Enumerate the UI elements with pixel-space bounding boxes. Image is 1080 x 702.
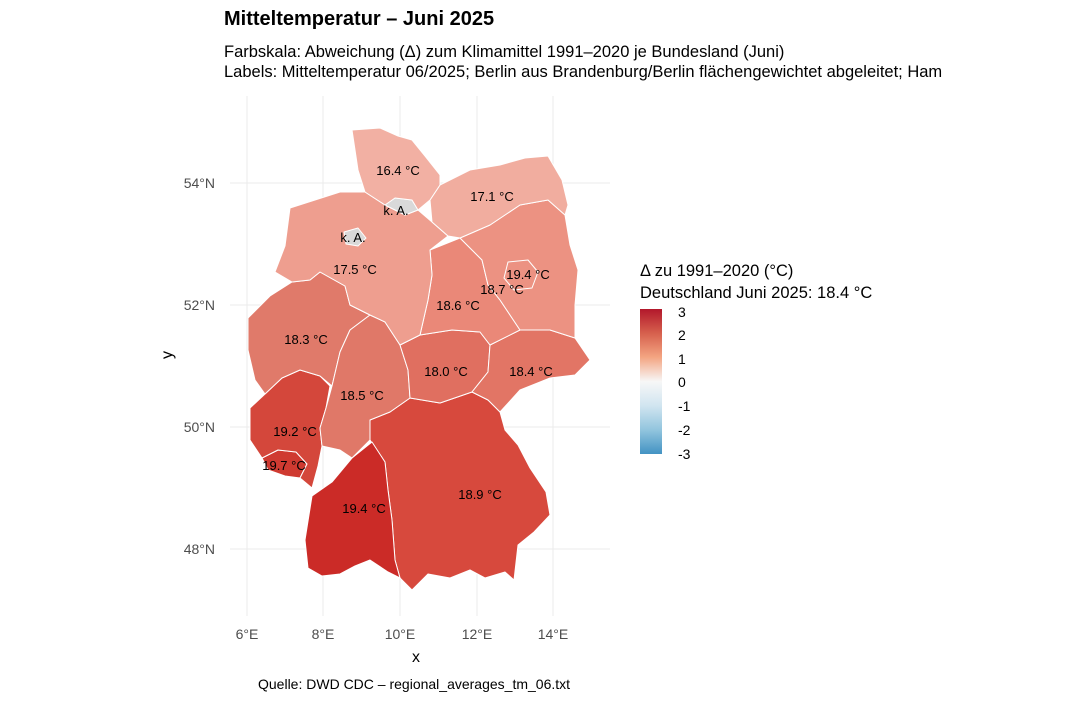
y-axis-ticks: 54°N 52°N 50°N 48°N bbox=[184, 175, 215, 557]
x-axis-ticks: 6°E 8°E 10°E 12°E 14°E bbox=[236, 626, 569, 642]
y-tick: 50°N bbox=[184, 419, 215, 435]
legend-label: 0 bbox=[678, 374, 686, 390]
x-tick: 14°E bbox=[538, 626, 569, 642]
legend-label: 1 bbox=[678, 351, 686, 367]
state-berlin[interactable] bbox=[503, 259, 539, 291]
chart-subtitle: Farbskala: Abweichung (Δ) zum Klimamitte… bbox=[224, 42, 942, 82]
state-bremen[interactable] bbox=[343, 227, 367, 247]
legend-label: -2 bbox=[678, 422, 691, 438]
legend-label: 3 bbox=[678, 304, 686, 320]
label-berlin: 19.4 °C bbox=[506, 267, 550, 282]
state-baden-wuerttemberg[interactable] bbox=[304, 441, 401, 579]
subtitle-line-2: Labels: Mitteltemperatur 06/2025; Berlin… bbox=[224, 63, 943, 81]
legend-label: 2 bbox=[678, 327, 686, 343]
label-sachsen-anhalt: 18.6 °C bbox=[436, 298, 480, 313]
label-rheinland-pfalz: 19.2 °C bbox=[273, 424, 317, 439]
label-thueringen: 18.0 °C bbox=[424, 364, 468, 379]
legend-colorbar bbox=[640, 309, 662, 454]
label-mecklenburg-vorpommern: 17.1 °C bbox=[470, 189, 514, 204]
x-tick: 8°E bbox=[312, 626, 335, 642]
x-axis-title: x bbox=[412, 649, 420, 666]
states bbox=[247, 127, 591, 591]
y-tick: 48°N bbox=[184, 541, 215, 557]
chart-title: Mitteltemperatur – Juni 2025 bbox=[224, 8, 495, 30]
label-bayern: 18.9 °C bbox=[458, 487, 502, 502]
legend-title-line-1: Δ zu 1991–2020 (°C) bbox=[640, 262, 794, 280]
source-caption: Quelle: DWD CDC – regional_averages_tm_0… bbox=[258, 676, 571, 692]
legend-label: -1 bbox=[678, 398, 691, 414]
label-bremen: k. A. bbox=[340, 230, 365, 245]
label-saarland: 19.7 °C bbox=[262, 458, 306, 473]
x-tick: 6°E bbox=[236, 626, 259, 642]
label-nordrhein-westfalen: 18.3 °C bbox=[284, 332, 328, 347]
x-tick: 10°E bbox=[385, 626, 416, 642]
x-tick: 12°E bbox=[462, 626, 493, 642]
state-schleswig-holstein[interactable] bbox=[351, 127, 441, 211]
label-sachsen: 18.4 °C bbox=[509, 364, 553, 379]
state-labels: 16.4 °C k. A. 17.1 °C k. A. 17.5 °C 18.7… bbox=[262, 163, 553, 516]
subtitle-line-1: Farbskala: Abweichung (Δ) zum Klimamitte… bbox=[224, 43, 785, 61]
label-hamburg: k. A. bbox=[383, 203, 408, 218]
legend-label: -3 bbox=[678, 446, 691, 462]
y-tick: 52°N bbox=[184, 297, 215, 313]
state-mecklenburg-vorpommern[interactable] bbox=[429, 155, 569, 239]
legend-title: Δ zu 1991–2020 (°C) Deutschland Juni 202… bbox=[640, 260, 872, 304]
label-hessen: 18.5 °C bbox=[340, 388, 384, 403]
label-niedersachsen: 17.5 °C bbox=[333, 262, 377, 277]
y-axis-title: y bbox=[159, 351, 176, 359]
y-tick: 54°N bbox=[184, 175, 215, 191]
state-niedersachsen[interactable] bbox=[274, 191, 449, 346]
label-baden-wuerttemberg: 19.4 °C bbox=[342, 501, 386, 516]
label-schleswig-holstein: 16.4 °C bbox=[376, 163, 420, 178]
legend-title-line-2: Deutschland Juni 2025: 18.4 °C bbox=[640, 284, 873, 302]
label-brandenburg: 18.7 °C bbox=[480, 282, 524, 297]
state-hessen[interactable] bbox=[319, 314, 411, 459]
